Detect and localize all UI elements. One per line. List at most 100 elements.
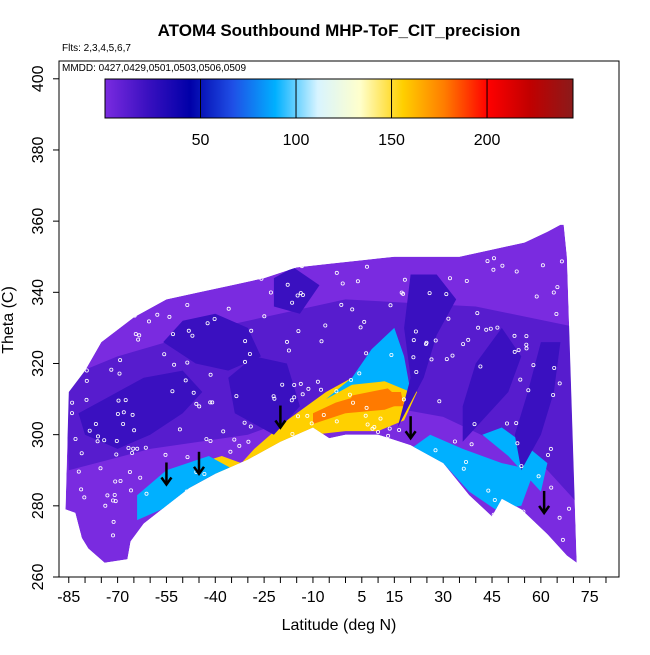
x-tick-label: 45 [483, 589, 501, 606]
observation-point [248, 424, 253, 429]
observation-point [185, 360, 190, 365]
observation-point [495, 325, 500, 330]
observation-point [316, 512, 321, 517]
observation-point [363, 413, 368, 418]
observation-point [423, 535, 428, 540]
observation-point [461, 466, 466, 471]
observation-point [433, 448, 438, 453]
observation-point [111, 498, 116, 503]
observation-point [504, 421, 509, 426]
observation-point [96, 434, 101, 439]
observation-point [246, 439, 251, 444]
observation-point [452, 439, 457, 444]
observation-point [450, 353, 455, 358]
observation-point [158, 525, 163, 530]
arrow-layer [160, 405, 551, 516]
arrow-head [192, 466, 206, 476]
observation-point [265, 530, 270, 535]
observation-point [461, 342, 466, 347]
observation-point [355, 478, 360, 483]
observation-point [167, 314, 172, 319]
observation-point [132, 313, 137, 318]
observation-point [514, 421, 519, 426]
observation-point [387, 497, 392, 502]
observation-point [557, 515, 562, 520]
observation-point [190, 333, 195, 338]
observation-point [296, 329, 301, 334]
observation-point [76, 469, 81, 474]
arrow-marker-0 [160, 462, 173, 487]
observation-point [242, 473, 247, 478]
observation-point [110, 275, 115, 280]
observation-point [212, 316, 217, 321]
observation-point [237, 443, 242, 448]
observation-point [268, 290, 273, 295]
arrow-head [404, 430, 417, 441]
observation-point [364, 405, 369, 410]
observation-point [486, 488, 491, 493]
observation-point [398, 537, 403, 542]
y-tick-label: 320 [30, 350, 47, 377]
observation-point [114, 452, 119, 457]
observation-point [205, 321, 210, 326]
observation-point [387, 426, 392, 431]
observation-point [208, 438, 213, 443]
observation-point [423, 341, 428, 346]
observation-point [210, 400, 215, 405]
observation-point [146, 319, 151, 324]
colorbar-tick-label: 50 [192, 132, 210, 149]
observation-point [121, 410, 126, 415]
observation-point [433, 338, 438, 343]
observation-point [496, 531, 501, 536]
arrow-head [538, 505, 551, 516]
observation-point [226, 276, 231, 281]
y-tick-label: 380 [30, 137, 47, 164]
observation-point [300, 292, 305, 297]
observation-point [330, 471, 335, 476]
plot-frame [58, 60, 620, 578]
x-axis: -85 -70 -55 -40 -25 -10 5 15 30 45 60 75 [57, 577, 607, 606]
observation-point [559, 259, 564, 264]
observation-point [232, 437, 237, 442]
observation-point [153, 538, 158, 543]
observation-point [183, 270, 188, 275]
observation-point [117, 371, 122, 376]
y-tick-label: 360 [30, 208, 47, 235]
observation-point [185, 302, 190, 307]
observation-point [77, 532, 82, 537]
observation-point [386, 433, 391, 438]
observation-point [365, 422, 370, 427]
x-tick-label: -70 [106, 589, 129, 606]
observation-point [406, 494, 411, 499]
observation-point [313, 468, 318, 473]
observation-point [137, 333, 142, 338]
observation-point [295, 414, 300, 419]
observation-point [295, 513, 300, 518]
observation-point [131, 446, 136, 451]
observation-point [219, 269, 224, 274]
x-tick-label: -10 [301, 589, 324, 606]
observation-point [286, 348, 291, 353]
observation-point [280, 382, 285, 387]
observation-point [115, 411, 120, 416]
colorbar: 50 100 150 200 [104, 78, 574, 149]
plot-area [65, 224, 577, 563]
observation-point [524, 346, 529, 351]
observation-point [269, 458, 274, 463]
observation-point [73, 436, 78, 441]
observation-point [540, 263, 545, 268]
y-axis-label: Theta (C) [0, 286, 17, 354]
heatmap-cell-6 [326, 327, 411, 400]
observation-point [299, 538, 304, 543]
observation-point [249, 328, 254, 333]
observation-point [203, 267, 208, 272]
observation-point [551, 290, 556, 295]
observation-point [334, 419, 339, 424]
observation-point [132, 428, 137, 433]
observation-point [306, 386, 311, 391]
observation-point [91, 315, 96, 320]
observation-point [79, 451, 84, 456]
observation-point [74, 324, 79, 329]
observation-point [491, 267, 496, 272]
